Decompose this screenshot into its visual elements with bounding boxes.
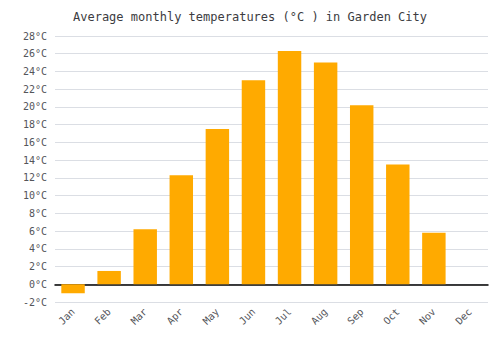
svg-text:Mar: Mar [129, 306, 150, 327]
svg-text:Oct: Oct [381, 306, 402, 327]
svg-text:24°C: 24°C [23, 66, 47, 77]
svg-text:4°C: 4°C [29, 243, 47, 254]
svg-text:Nov: Nov [417, 306, 438, 327]
svg-text:0°C: 0°C [29, 279, 47, 290]
svg-text:Feb: Feb [92, 306, 113, 327]
svg-text:10°C: 10°C [23, 190, 47, 201]
svg-text:16°C: 16°C [23, 137, 47, 148]
svg-text:Dec: Dec [453, 306, 474, 327]
svg-text:Apr: Apr [165, 306, 186, 327]
svg-text:12°C: 12°C [23, 172, 47, 183]
svg-text:20°C: 20°C [23, 101, 47, 112]
svg-text:26°C: 26°C [23, 48, 47, 59]
svg-text:28°C: 28°C [23, 31, 47, 42]
svg-text:2°C: 2°C [29, 261, 47, 272]
svg-text:22°C: 22°C [23, 84, 47, 95]
svg-text:6°C: 6°C [29, 226, 47, 237]
svg-text:18°C: 18°C [23, 119, 47, 130]
svg-text:Average monthly temperatures (: Average monthly temperatures (°C ) in Ga… [73, 10, 427, 24]
svg-text:-2°C: -2°C [23, 297, 47, 308]
svg-text:Aug: Aug [309, 306, 330, 327]
svg-text:Jan: Jan [56, 306, 77, 327]
svg-text:Sep: Sep [345, 306, 366, 327]
svg-text:May: May [201, 306, 222, 327]
svg-text:Jun: Jun [237, 306, 258, 327]
svg-text:8°C: 8°C [29, 208, 47, 219]
svg-text:Jul: Jul [273, 306, 294, 327]
svg-text:14°C: 14°C [23, 155, 47, 166]
